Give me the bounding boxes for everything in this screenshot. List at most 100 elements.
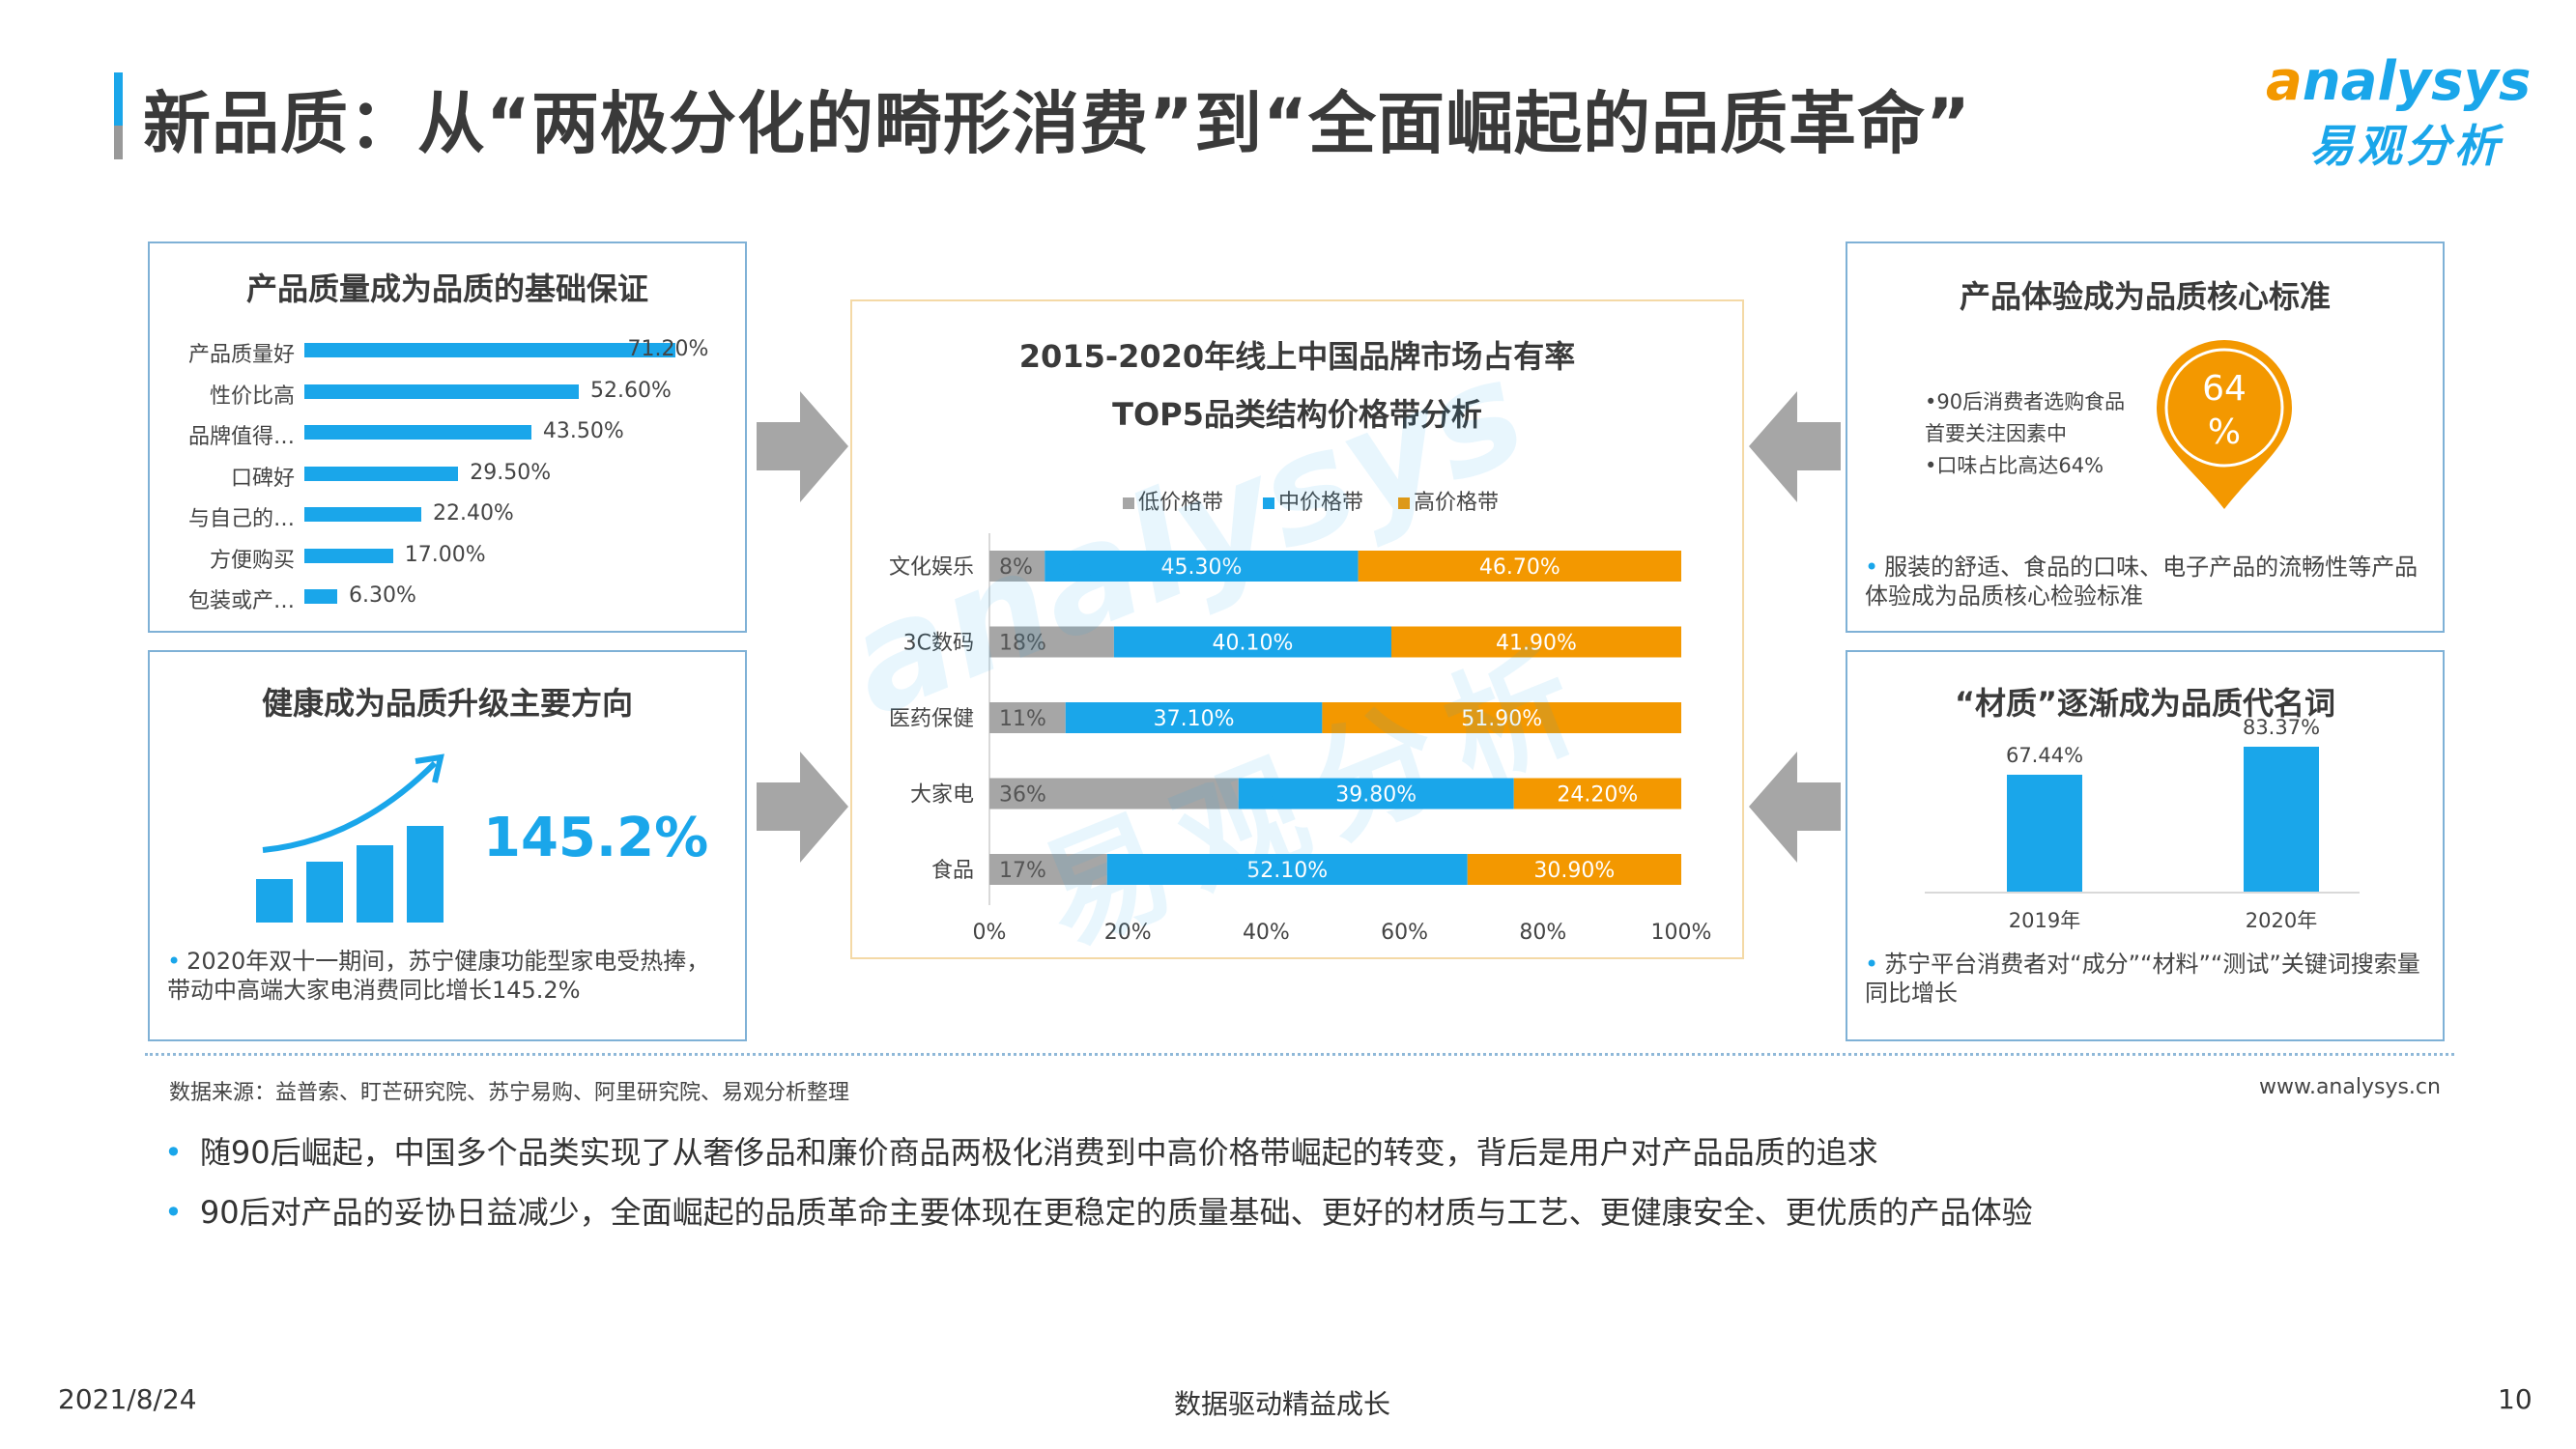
material-bar bbox=[2244, 746, 2319, 892]
quality-bar-label: 包装或产… bbox=[187, 589, 295, 613]
chart-data-label: 41.90% bbox=[1496, 632, 1577, 656]
quality-bar-value: 6.30% bbox=[349, 583, 416, 608]
chart-category-label: 文化娱乐 bbox=[889, 555, 974, 580]
chart-category-label: 3C数码 bbox=[903, 632, 974, 656]
chart-bar-segment bbox=[1513, 778, 1681, 810]
quality-bar bbox=[304, 507, 421, 522]
legend-swatch bbox=[1263, 497, 1274, 509]
chart-category-label: 大家电 bbox=[910, 783, 974, 808]
experience-bullet: • 服装的舒适、食品的口味、电子产品的流畅性等产品体验成为品质核心检验标准 bbox=[1865, 554, 2419, 610]
quality-bar-value: 22.40% bbox=[432, 501, 514, 526]
health-growth-value: 145.2% bbox=[483, 807, 709, 869]
legend-label: 中价格带 bbox=[1278, 491, 1364, 515]
stacked-bar-chart: 文化娱乐 8% 45.30% 46.70% 3C数码 18% 40.10% 41.90% 医药保… bbox=[889, 533, 1712, 945]
legend-label: 低价格带 bbox=[1138, 491, 1224, 515]
title-accent-bar bbox=[114, 72, 123, 159]
experience-text: •90后消费者选购食品 首要关注因素中 •口味占比高达64% bbox=[1925, 390, 2126, 477]
chart-category-label: 医药保健 bbox=[889, 707, 974, 731]
chart-bar-segment bbox=[989, 778, 1239, 810]
location-pin-icon bbox=[2157, 340, 2292, 509]
panel-health: 健康成为品质升级主要方向 145.2% • 2020年双十一期间，苏宁健康功能型家… bbox=[148, 650, 747, 1041]
chart-bar-segment bbox=[1358, 551, 1681, 582]
title-accent-bar-gray bbox=[114, 126, 123, 159]
chart-bar-segment bbox=[1390, 626, 1681, 658]
panel-quality-title: 产品质量成为品质的基础保证 bbox=[245, 270, 648, 307]
material-axis-line bbox=[1925, 892, 2360, 894]
quality-bar-value: 29.50% bbox=[470, 460, 552, 485]
legend-swatch bbox=[1123, 497, 1134, 509]
material-bar bbox=[2007, 774, 2082, 892]
chart-x-tick-label: 100% bbox=[1651, 921, 1712, 945]
chart-data-label: 39.80% bbox=[1335, 783, 1417, 808]
material-bullet: • 苏宁平台消费者对“成分”“材料”“测试”关键词搜索量同比增长 bbox=[1865, 951, 2420, 1007]
chart-bar-segment bbox=[1106, 854, 1468, 885]
quality-bar-value: 71.20% bbox=[627, 337, 709, 361]
chart-data-label: 46.70% bbox=[1479, 555, 1560, 580]
quality-bar bbox=[304, 466, 459, 481]
chart-category-label: 食品 bbox=[931, 859, 974, 883]
quality-bar-value: 52.60% bbox=[590, 378, 672, 403]
quality-bar-label: 方便购买 bbox=[209, 548, 295, 573]
website-link[interactable]: www.analysys.cn bbox=[2259, 1075, 2441, 1099]
panel-experience: 产品体验成为品质核心标准 •90后消费者选购食品 首要关注因素中 •口味占比高达… bbox=[1846, 242, 2445, 633]
panel-quality: 产品质量成为品质的基础保证 产品质量好 71.20% 性价比高 52.60% 品牌值得…… bbox=[148, 242, 747, 633]
panel-experience-title: 产品体验成为品质核心标准 bbox=[1959, 278, 2331, 315]
analysys-logo-cn: 易观分析 bbox=[2309, 120, 2503, 172]
chart-bar-segment bbox=[989, 854, 1107, 885]
chart-bar-segment bbox=[1322, 702, 1681, 733]
arrow-left-icon bbox=[1749, 391, 1841, 502]
chart-data-label: 40.10% bbox=[1212, 632, 1293, 656]
report-date: 2021/8/24 bbox=[58, 1383, 197, 1415]
data-source: 数据来源：益普索、盯芒研究院、苏宁易购、阿里研究院、易观分析整理 bbox=[169, 1081, 850, 1105]
material-bar-value: 83.37% bbox=[2242, 715, 2321, 739]
arrow-left-icon bbox=[1749, 752, 1841, 863]
chart-data-label: 45.30% bbox=[1161, 555, 1243, 580]
quality-bar bbox=[304, 343, 676, 357]
chart-bar-segment bbox=[1467, 854, 1681, 885]
chart-data-label: 37.10% bbox=[1154, 707, 1235, 731]
chart-data-label: 17% bbox=[999, 859, 1046, 883]
health-bullet: • 2020年双十一期间，苏宁健康功能型家电受热捧，带动中高端大家电消费同比增长1… bbox=[167, 948, 710, 1004]
quality-bar-value: 17.00% bbox=[404, 542, 486, 567]
quality-bar-label: 性价比高 bbox=[209, 384, 295, 409]
pin-value: 64 bbox=[2202, 369, 2247, 409]
legend-item: 高价格带 bbox=[1398, 485, 1499, 516]
chart-bar-segment bbox=[989, 702, 1066, 733]
chart-data-label: 8% bbox=[999, 555, 1033, 580]
chart-x-tick-label: 60% bbox=[1381, 921, 1428, 945]
divider bbox=[145, 1053, 2454, 1056]
summary-bullet-1: • 随90后崛起，中国多个品类实现了从奢侈品和廉价商品两极化消费到中高价格带崛起的… bbox=[164, 1134, 1878, 1171]
chart-x-tick-label: 20% bbox=[1104, 921, 1152, 945]
chart-data-label: 30.90% bbox=[1533, 859, 1615, 883]
quality-bar bbox=[304, 384, 580, 399]
page-number: 10 bbox=[2498, 1383, 2533, 1415]
chart-bar-segment bbox=[1238, 778, 1514, 810]
quality-bar-value: 43.50% bbox=[542, 419, 624, 443]
legend-item: 低价格带 bbox=[1123, 485, 1223, 516]
chart-data-label: 51.90% bbox=[1461, 707, 1542, 731]
growth-chart-icon bbox=[256, 753, 444, 923]
panel-material: “材质”逐渐成为品质代名词 67.44% 2019年 83.37% 2020年 • 苏宁… bbox=[1846, 650, 2445, 1041]
chart-bar-segment bbox=[1045, 551, 1359, 582]
slogan: 数据驱动精益成长 bbox=[1174, 1388, 1391, 1420]
legend-label: 高价格带 bbox=[1414, 491, 1500, 515]
quality-bar-label: 产品质量好 bbox=[187, 343, 295, 367]
chart-title: 2015-2020年线上中国品牌市场占有率 bbox=[1018, 338, 1576, 375]
material-bar-value: 67.44% bbox=[2005, 743, 2084, 767]
quality-bar bbox=[304, 425, 531, 440]
analysys-logo: analysys bbox=[2266, 50, 2532, 113]
panel-health-title: 健康成为品质升级主要方向 bbox=[261, 685, 633, 722]
chart-data-label: 24.20% bbox=[1557, 783, 1638, 808]
arrow-right-icon bbox=[757, 752, 848, 863]
material-year-label: 2020年 bbox=[2245, 909, 2318, 932]
panel-material-title: “材质”逐渐成为品质代名词 bbox=[1954, 685, 2336, 722]
chart-subtitle: TOP5品类结构价格带分析 bbox=[1112, 396, 1482, 433]
quality-bar bbox=[304, 589, 338, 604]
pin-unit: % bbox=[2207, 412, 2242, 452]
chart-bar-segment bbox=[989, 551, 1045, 582]
quality-bar-label: 与自己的… bbox=[187, 507, 295, 531]
chart-data-label: 36% bbox=[999, 783, 1046, 808]
chart-bar-segment bbox=[1113, 626, 1391, 658]
quality-bar-label: 口碑好 bbox=[230, 466, 295, 491]
chart-data-label: 18% bbox=[999, 632, 1046, 656]
